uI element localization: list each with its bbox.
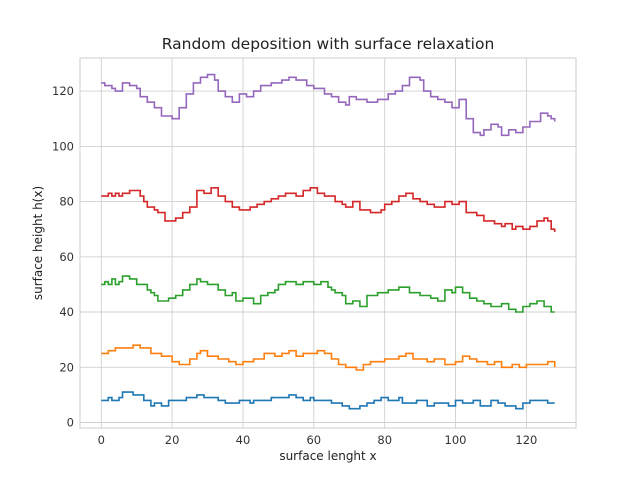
x-tick-label: 100 [445, 433, 467, 447]
x-tick-label: 20 [165, 433, 180, 447]
x-tick-label: 40 [236, 433, 251, 447]
series-line-5 [101, 73, 556, 137]
series-line-4 [101, 187, 556, 232]
x-axis-label: surface lenght x [279, 449, 376, 463]
x-tick-label: 80 [377, 433, 392, 447]
plot-frame [79, 57, 577, 429]
y-tick-label: 120 [52, 84, 74, 98]
chart-title: Random deposition with surface relaxatio… [162, 35, 495, 53]
y-tick-label: 100 [52, 139, 74, 153]
grid [80, 58, 576, 428]
y-tick-label: 60 [59, 250, 74, 264]
y-tick-label: 20 [59, 360, 74, 374]
series-line-2 [101, 344, 556, 371]
y-axis-label: surface height h(x) [31, 186, 45, 300]
x-tick-label: 120 [515, 433, 537, 447]
x-tick-label: 0 [98, 433, 105, 447]
series-line-3 [101, 275, 555, 313]
tick-labels: 0 20 40 60 80 100 120 0 20 40 60 80 100 120 [52, 84, 537, 447]
series-line-1 [101, 391, 555, 410]
series-layer [101, 73, 556, 410]
y-tick-label: 40 [59, 305, 74, 319]
y-tick-label: 0 [67, 416, 74, 430]
x-tick-label: 60 [306, 433, 321, 447]
y-tick-label: 80 [59, 195, 74, 209]
